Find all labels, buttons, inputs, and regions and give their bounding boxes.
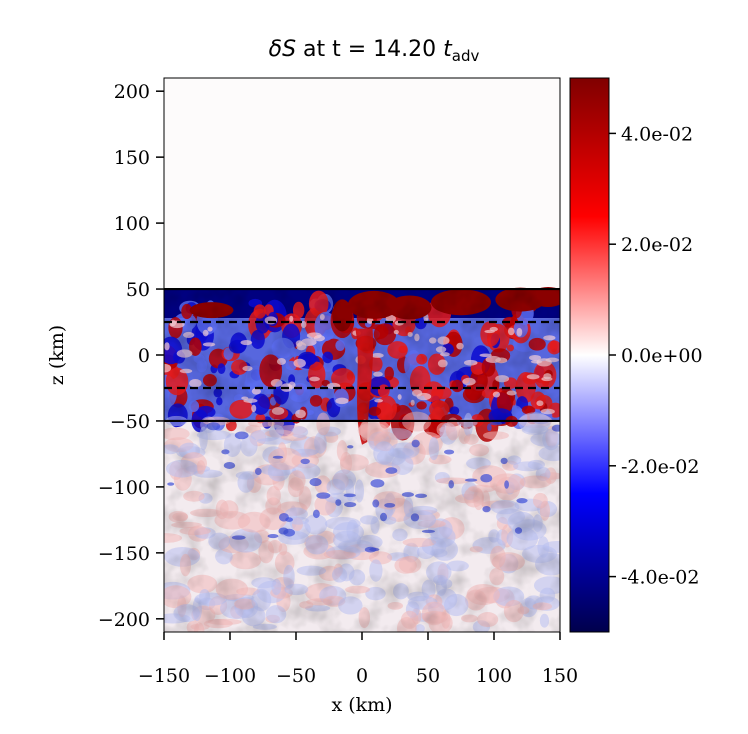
x-tick-label: −50 [276, 665, 316, 687]
x-tick-label: 0 [356, 665, 368, 687]
x-axis-ticks: −150 −100 −50 0 50 100 150 [138, 632, 578, 687]
y-tick-label: 100 [114, 213, 150, 235]
reference-lines [164, 287, 560, 423]
y-tick-label: 150 [114, 147, 150, 169]
colorbar-tick-label: 2.0e-02 [621, 234, 693, 256]
x-tick-label: 150 [542, 665, 578, 687]
x-tick-label: 50 [416, 665, 440, 687]
x-tick-label: −100 [204, 665, 256, 687]
field-texture [164, 289, 560, 632]
heatmap-plot [164, 78, 560, 632]
x-tick-label: 100 [476, 665, 512, 687]
colorbar-tick-label: -4.0e-02 [621, 567, 699, 589]
colorbar-tick-label: -2.0e-02 [621, 456, 699, 478]
y-tick-label: 0 [138, 345, 150, 367]
x-axis-label: x (km) [331, 694, 392, 716]
y-tick-label: −150 [98, 543, 150, 565]
chart-title: δS at t = 14.20 tadv [269, 37, 480, 65]
colorbar-tick-label: 4.0e-02 [621, 123, 693, 145]
y-axis-ticks: 200 150 100 50 0 −50 −100 −150 −200 [98, 81, 164, 631]
colorbar-ticks: 4.0e-02 2.0e-02 0.0e+00 -2.0e-02 -4.0e-02 [609, 123, 703, 589]
y-tick-label: −200 [98, 609, 150, 631]
y-tick-label: −50 [110, 411, 150, 433]
colorbar [569, 77, 610, 633]
y-axis-label: z (km) [46, 325, 68, 385]
y-tick-label: 200 [114, 81, 150, 103]
colorbar-tick-label: 0.0e+00 [621, 345, 703, 367]
x-tick-label: −150 [138, 665, 190, 687]
y-tick-label: 50 [126, 279, 150, 301]
y-tick-label: −100 [98, 477, 150, 499]
